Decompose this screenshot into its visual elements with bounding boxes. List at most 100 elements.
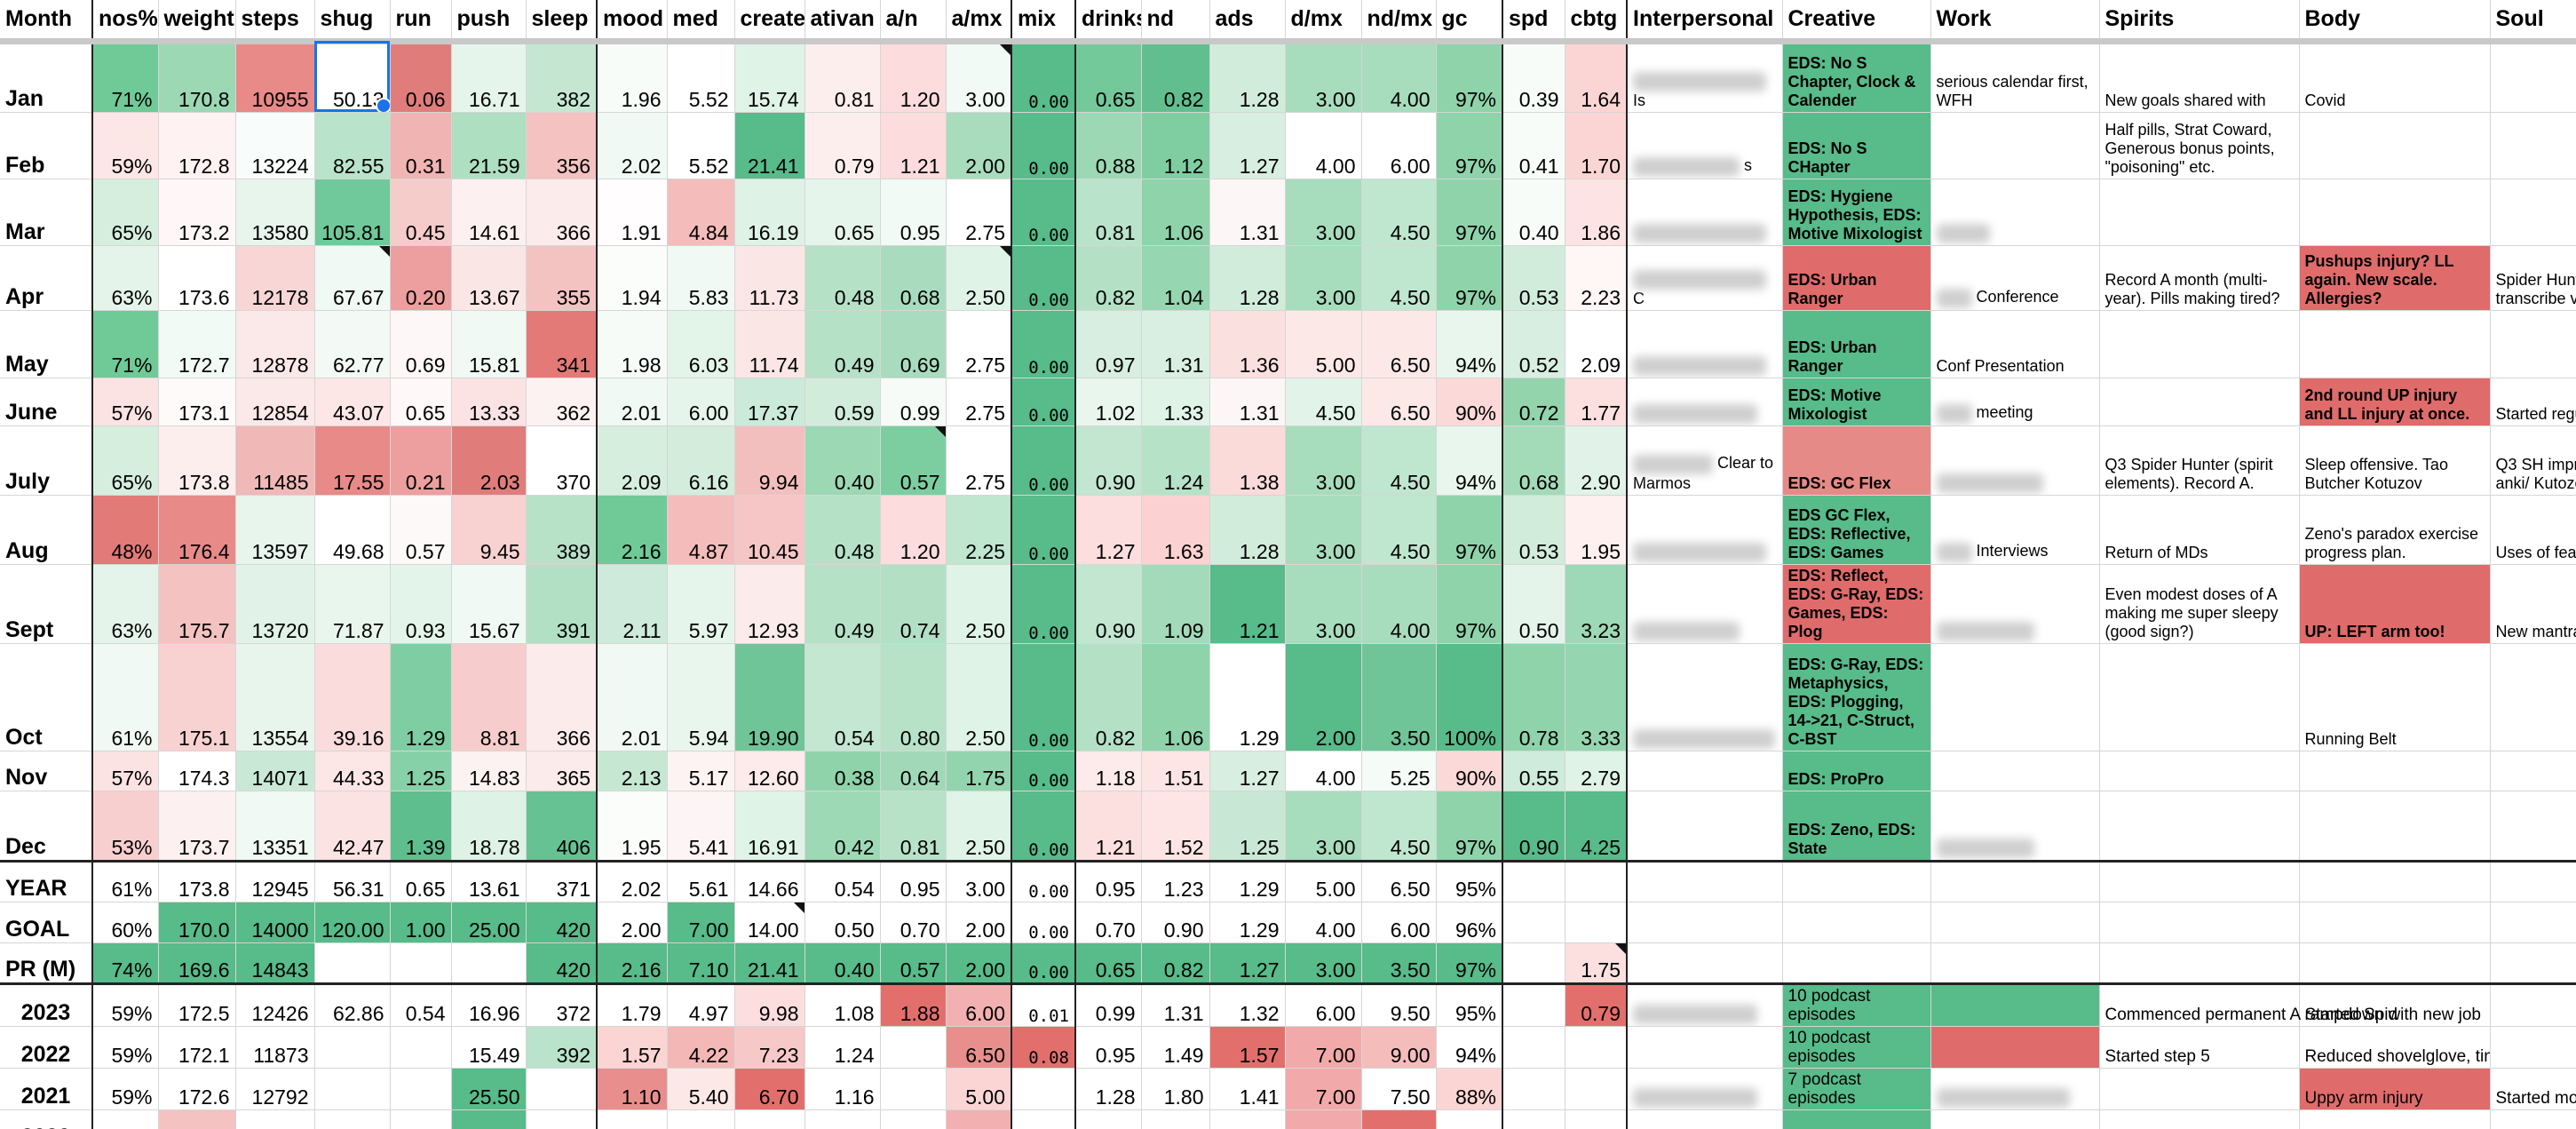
cell-weight[interactable]: 172.5 [158, 982, 236, 1027]
cell-spd[interactable] [1502, 982, 1565, 1027]
cell-nos-[interactable]: 63% [92, 564, 159, 644]
cell-med[interactable]: 5.52 [667, 41, 735, 113]
cell-steps[interactable]: 12426 [235, 982, 315, 1027]
cell-interpersonal[interactable] [1627, 1109, 1783, 1129]
cell-nd-mx[interactable]: 6.50 [1361, 378, 1437, 426]
cell-drinks[interactable]: 0.65 [1075, 942, 1142, 984]
cell-gc[interactable]: 97% [1436, 245, 1503, 311]
cell-a-mx[interactable]: 2.00 [946, 112, 1012, 179]
cell-cbtg[interactable]: 1.95 [1565, 495, 1628, 565]
cell-run[interactable]: 0.54 [390, 982, 452, 1027]
cell-nd[interactable]: 0.82 [1141, 942, 1210, 984]
cell-nd-mx[interactable]: 6.00 [1361, 902, 1437, 943]
col-header-a-n[interactable]: a/n [880, 0, 947, 44]
cell-spd[interactable]: 0.90 [1502, 791, 1565, 862]
cell-work[interactable] [1930, 1109, 2100, 1129]
cell-shug[interactable]: 67.67 [314, 245, 391, 311]
cell-shug[interactable]: 42.47 [314, 791, 391, 862]
cell-weight[interactable]: 175.7 [158, 564, 236, 644]
cell-nd-mx[interactable]: 4.50 [1361, 791, 1437, 862]
cell-spirits[interactable]: Started step 5 [2099, 1026, 2300, 1069]
cell-a-n[interactable]: 1.21 [880, 112, 947, 179]
cell-drinks[interactable]: 1.27 [1075, 495, 1142, 565]
cell-mood[interactable]: 2.00 [597, 902, 668, 943]
cell-interpersonal[interactable] [1627, 310, 1783, 378]
cell-mood[interactable]: 1.98 [597, 310, 668, 378]
cell-shug[interactable]: 49.68 [314, 495, 391, 565]
cell-run[interactable]: 0.20 [390, 245, 452, 311]
cell-shug[interactable] [314, 942, 391, 984]
cell-nd[interactable]: 1.06 [1141, 643, 1210, 751]
cell-drinks[interactable]: 0.99 [1075, 982, 1142, 1027]
col-header-mix[interactable]: mix [1011, 0, 1076, 44]
cell-ativan[interactable]: 1.24 [805, 1026, 881, 1069]
cell-d-mx[interactable]: 7.00 [1285, 1068, 1362, 1110]
cell-run[interactable]: 0.65 [390, 378, 452, 426]
cell-ads[interactable]: 1.27 [1209, 751, 1286, 791]
row-label[interactable]: GOAL [0, 902, 93, 943]
cell-ativan[interactable]: 0.49 [805, 310, 881, 378]
cell-weight[interactable]: 173.7 [158, 791, 236, 862]
cell-work[interactable] [1930, 564, 2100, 644]
cell-a-n[interactable] [880, 1026, 947, 1069]
cell-d-mx[interactable]: 3.00 [1285, 942, 1362, 984]
cell-cbtg[interactable]: 2.09 [1565, 310, 1628, 378]
cell-interpersonal[interactable] [1627, 378, 1783, 426]
cell-shug[interactable] [314, 1109, 391, 1129]
row-label[interactable]: PR (M) [0, 942, 93, 984]
cell-steps[interactable]: 12878 [235, 310, 315, 378]
cell-sleep[interactable]: 389 [526, 495, 598, 565]
cell-spd[interactable]: 0.52 [1502, 310, 1565, 378]
cell-push[interactable]: 25.00 [451, 902, 527, 943]
cell-sleep[interactable]: 366 [526, 643, 598, 751]
cell-med[interactable]: 6.16 [667, 425, 735, 496]
cell-nos-[interactable]: 59% [92, 1068, 159, 1110]
cell-nos-[interactable]: 58% [92, 1109, 159, 1129]
cell-push[interactable]: 25.50 [451, 1068, 527, 1110]
cell-ads[interactable]: 1.25 [1209, 791, 1286, 862]
cell-empty[interactable] [2099, 902, 2300, 943]
col-header-steps[interactable]: steps [235, 0, 315, 44]
cell-a-n[interactable]: 0.64 [880, 751, 947, 791]
cell-ativan[interactable]: 0.79 [805, 112, 881, 179]
cell-soul[interactable] [2490, 179, 2576, 246]
cell-empty[interactable] [2490, 902, 2576, 943]
cell-a-n[interactable]: 0.68 [880, 245, 947, 311]
cell-spirits[interactable]: Q3 Spider Hunter (spirit elements). Reco… [2099, 425, 2300, 496]
cell-body[interactable]: Zeno's paradox exercise progress plan. [2299, 495, 2491, 565]
cell-work[interactable]: Interviews [1930, 495, 2100, 565]
cell-a-mx[interactable]: 2.75 [946, 378, 1012, 426]
cell-spirits[interactable]: Half pills, Strat Coward, Generous bonus… [2099, 112, 2300, 179]
cell-body[interactable]: Reduced shovelglove, tiny bit of running [2299, 1026, 2491, 1069]
cell-a-n[interactable]: 1.20 [880, 41, 947, 113]
cell-nos-[interactable]: 71% [92, 310, 159, 378]
cell-ads[interactable]: 1.57 [1209, 1026, 1286, 1069]
cell-gc[interactable]: 95% [1436, 859, 1503, 902]
cell-spirits[interactable] [2099, 1109, 2300, 1129]
cell-soul[interactable] [2490, 643, 2576, 751]
cell-run[interactable] [390, 1068, 452, 1110]
cell-a-mx[interactable]: 6.50 [946, 1026, 1012, 1069]
cell-ativan[interactable]: 0.50 [805, 902, 881, 943]
cell-ads[interactable]: 1.38 [1209, 425, 1286, 496]
cell-cbtg[interactable] [1565, 1026, 1628, 1069]
cell-push[interactable]: 14.61 [451, 179, 527, 246]
cell-gc[interactable]: 97% [1436, 564, 1503, 644]
cell-spd[interactable] [1502, 1068, 1565, 1110]
cell-sleep[interactable]: 362 [526, 378, 598, 426]
cell-nos-[interactable]: 57% [92, 751, 159, 791]
cell-nd-mx[interactable]: 4.00 [1361, 564, 1437, 644]
cell-create[interactable]: 21.41 [734, 112, 805, 179]
cell-body[interactable] [2299, 112, 2491, 179]
row-label[interactable]: Nov [0, 751, 93, 791]
cell-nd-mx[interactable]: 3.50 [1361, 643, 1437, 751]
cell-shug[interactable]: 56.31 [314, 859, 391, 902]
cell-a-n[interactable] [880, 1109, 947, 1129]
cell-body[interactable]: Covid [2299, 41, 2491, 113]
cell-ativan[interactable]: 0.38 [805, 751, 881, 791]
cell-push[interactable]: 13.33 [451, 378, 527, 426]
cell-mix[interactable]: 0.08 [1011, 1026, 1076, 1069]
cell-interpersonal[interactable] [1627, 564, 1783, 644]
cell-ads[interactable]: 1.27 [1209, 942, 1286, 984]
cell-nos-[interactable]: 59% [92, 112, 159, 179]
